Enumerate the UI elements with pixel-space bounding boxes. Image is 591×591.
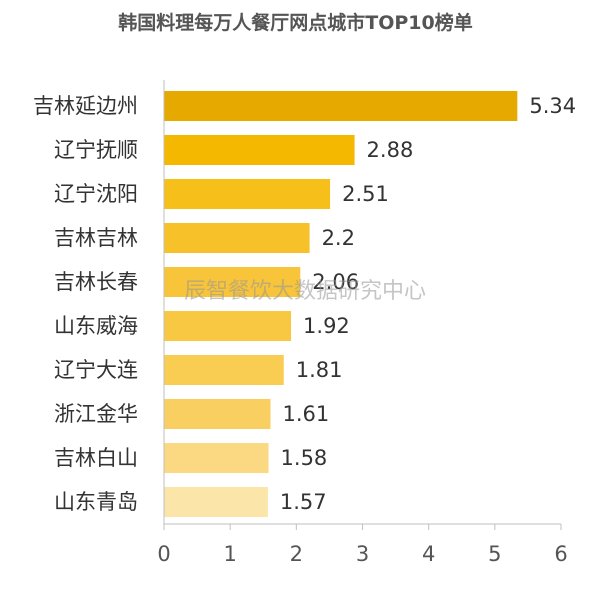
- bar: [164, 311, 292, 341]
- x-tick-label: 5: [488, 542, 501, 566]
- bar: [164, 355, 284, 385]
- bar: [164, 223, 310, 253]
- category-label: 山东青岛: [54, 490, 138, 514]
- data-label: 1.57: [280, 490, 327, 514]
- x-tick-label: 4: [422, 542, 435, 566]
- x-tick-label: 2: [290, 542, 303, 566]
- data-label: 1.61: [283, 402, 330, 426]
- data-label: 1.81: [296, 358, 343, 382]
- data-label: 1.58: [281, 446, 328, 470]
- x-axis: 0 1 2 3 4 5 6: [157, 80, 568, 566]
- category-label: 山东威海: [54, 314, 138, 338]
- data-label: 2.06: [312, 270, 359, 294]
- x-tick-label: 1: [223, 542, 236, 566]
- bar: [164, 91, 518, 121]
- data-label: 2.88: [367, 138, 414, 162]
- data-label: 1.92: [303, 314, 350, 338]
- category-label: 辽宁抚顺: [54, 138, 138, 162]
- bar: [164, 135, 355, 165]
- category-label: 浙江金华: [54, 402, 138, 426]
- category-label: 吉林白山: [54, 446, 138, 470]
- category-label: 吉林吉林: [54, 226, 138, 250]
- data-label: 5.34: [529, 94, 576, 118]
- bar: [164, 267, 301, 297]
- x-tick-label: 3: [356, 542, 369, 566]
- bar: [164, 179, 331, 209]
- data-label: 2.2: [322, 226, 355, 250]
- category-label: 吉林长春: [54, 270, 138, 294]
- chart-title: 韩国料理每万人餐厅网点城市TOP10榜单: [118, 12, 473, 34]
- bars-layer: 吉林延边州 5.34 辽宁抚顺 2.88 辽宁沈阳 2.51 吉林吉林 2.2 吉林长春 2.06…: [33, 91, 576, 517]
- bar: [164, 443, 269, 473]
- bar: [164, 399, 271, 429]
- category-label: 吉林延边州: [33, 94, 138, 118]
- category-label: 辽宁大连: [54, 358, 138, 382]
- data-label: 2.51: [342, 182, 389, 206]
- bar: [164, 487, 268, 517]
- category-label: 辽宁沈阳: [54, 182, 138, 206]
- x-tick-label: 0: [157, 542, 170, 566]
- x-tick-label: 6: [554, 542, 567, 566]
